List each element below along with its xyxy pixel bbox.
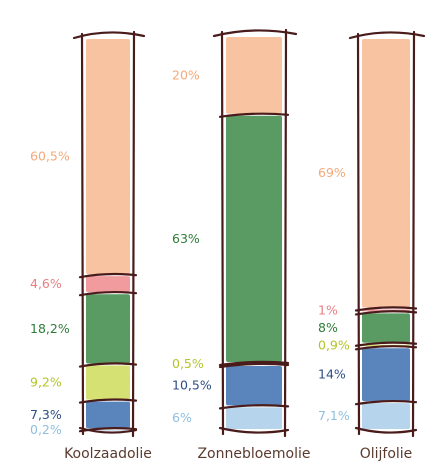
value-label-zonnebloemolie-3: 0,5% (172, 356, 204, 371)
bar-separator-olijfolie-1 (354, 310, 418, 316)
value-label-koolzaadolie-0: 60,5% (30, 149, 70, 164)
bar-segment-koolzaadolie-2 (86, 294, 130, 364)
bar-separator-koolzaadolie-4 (78, 426, 138, 433)
bar-segment-zonnebloemolie-0 (226, 37, 282, 114)
bar-segment-olijfolie-4 (362, 348, 410, 402)
category-label-koolzaadolie: Koolzaadolie (64, 446, 152, 462)
category-labels: Koolzaadolie Zonnebloemolie Olijfolie (64, 446, 412, 462)
category-label-olijfolie: Olijfolie (360, 446, 413, 462)
bar-top-cap-zonnebloemolie (212, 29, 298, 38)
bar-left-edge-koolzaadolie (80, 32, 85, 436)
value-label-olijfolie-5: 7,1% (318, 408, 350, 423)
bar-segment-koolzaadolie-0 (86, 39, 130, 275)
bar-separator-zonnebloemolie-2 (218, 360, 290, 367)
value-label-zonnebloemolie-5: 6% (172, 410, 192, 425)
bar-separator-koolzaadolie-1 (78, 290, 138, 297)
bar-bottom-cap-olijfolie (354, 426, 418, 434)
bar-separator-olijfolie-3 (354, 345, 418, 351)
value-label-olijfolie-4: 14% (318, 367, 346, 382)
bar-segment-zonnebloemolie-2 (226, 115, 282, 363)
bar-separator-koolzaadolie-0 (78, 272, 138, 279)
value-label-koolzaadolie-3: 9,2% (30, 375, 62, 390)
bar-outlines (72, 28, 426, 438)
value-label-zonnebloemolie-2: 63% (172, 231, 200, 246)
bar-segment-koolzaadolie-1 (86, 276, 130, 293)
bar-separator-zonnebloemolie-3 (218, 362, 290, 369)
bar-bottom-cap-zonnebloemolie (218, 426, 290, 434)
bar-right-edge-olijfolie (411, 30, 416, 438)
value-label-olijfolie-3: 0,9% (318, 338, 350, 353)
bar-segment-zonnebloemolie-4 (226, 365, 282, 406)
value-label-zonnebloemolie-0: 20% (172, 67, 200, 82)
category-label-zonnebloemolie: Zonnebloemolie (197, 446, 310, 462)
value-label-olijfolie-2: 8% (318, 320, 338, 335)
bar-segment-zonnebloemolie-5 (226, 407, 282, 429)
bar-separator-olijfolie-4 (354, 399, 418, 406)
bar-right-edge-koolzaadolie (131, 30, 136, 438)
bar-segment-olijfolie-5 (362, 403, 410, 429)
bar-bottom-cap-koolzaadolie (78, 426, 138, 434)
bar-left-edge-olijfolie (356, 32, 361, 436)
value-label-zonnebloemolie-4: 10,5% (172, 378, 212, 393)
bar-segment-olijfolie-2 (362, 313, 410, 343)
bar-segment-koolzaadolie-3 (86, 365, 130, 400)
value-label-koolzaadolie-2: 18,2% (30, 321, 70, 336)
bar-separator-zonnebloemolie-4 (218, 404, 290, 410)
bar-top-cap-koolzaadolie (72, 31, 146, 40)
bar-separator-olijfolie-0 (354, 306, 418, 312)
bar-left-edge-zonnebloemolie (220, 30, 225, 436)
bar-segment-koolzaadolie-4 (86, 401, 130, 429)
value-label-olijfolie-0: 69% (318, 165, 346, 180)
value-label-olijfolie-1: 1% (318, 302, 338, 317)
bar-top-cap-olijfolie (348, 31, 426, 40)
value-labels: 60,5% 4,6% 18,2% 9,2% 7,3%0,2% 20% 63% 0,5% 10,5… (30, 67, 350, 437)
bar-separator-koolzaadolie-2 (78, 362, 138, 368)
value-label-koolzaadolie-4: 7,3% (30, 407, 62, 422)
bar-separator-koolzaadolie-3 (78, 398, 138, 404)
bar-separator-olijfolie-2 (354, 341, 418, 347)
value-label-koolzaadolie-1: 4,6% (30, 276, 62, 291)
bar-right-edge-zonnebloemolie (283, 28, 288, 438)
bar-segment-olijfolie-0 (362, 39, 410, 308)
bar-separator-zonnebloemolie-0 (218, 112, 290, 118)
value-label-koolzaadolie-5: 0,2% (30, 422, 62, 437)
bar-fills (86, 37, 410, 431)
